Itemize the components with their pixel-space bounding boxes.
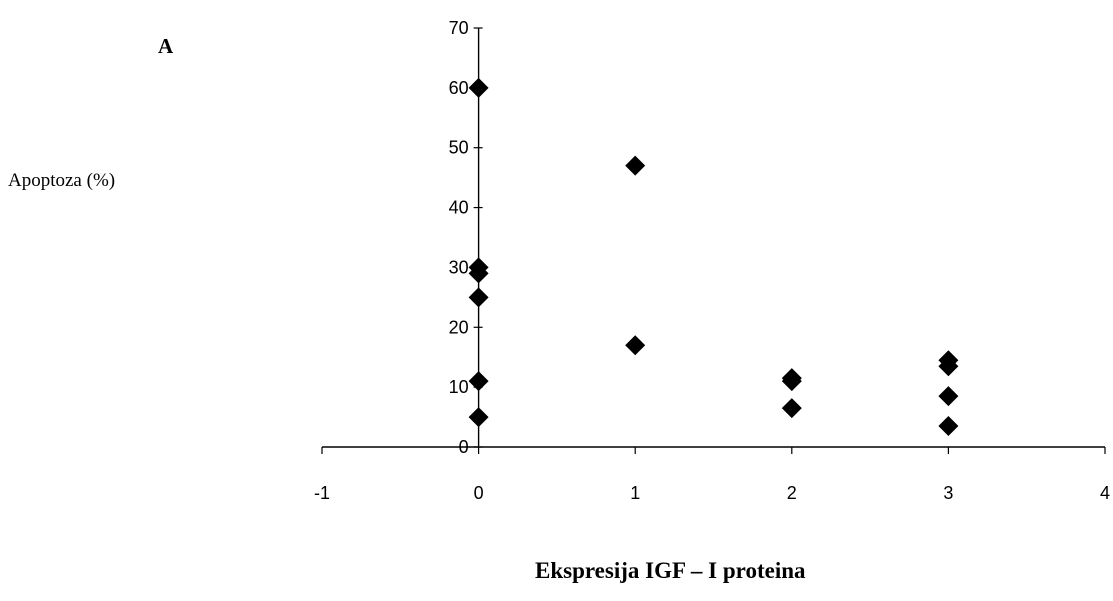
panel-label: A (158, 34, 174, 58)
data-point (468, 77, 489, 98)
data-point (938, 416, 959, 437)
data-point (938, 356, 959, 377)
data-point (468, 263, 489, 284)
y-tick-label: 40 (449, 198, 469, 218)
x-tick-label: 0 (474, 483, 484, 503)
axes (321, 27, 1106, 454)
x-tick-label: 1 (630, 483, 640, 503)
data-point (625, 155, 646, 176)
x-tick-label: 2 (787, 483, 797, 503)
y-tick-label: 50 (449, 138, 469, 158)
data-point (781, 371, 802, 392)
tick-labels: 0 10 20 30 40 50 60 70 -1 0 1 2 3 4 (314, 18, 1110, 503)
y-tick-label: 10 (449, 377, 469, 397)
y-axis-label: Apoptoza (%) (8, 170, 116, 191)
y-tick-label: 0 (459, 437, 469, 457)
y-tick-label: 30 (449, 257, 469, 277)
x-tick-label: -1 (314, 483, 330, 503)
y-tick-label: 20 (449, 317, 469, 337)
x-tick-label: 4 (1100, 483, 1110, 503)
data-point (781, 398, 802, 419)
data-point (938, 386, 959, 407)
data-point (625, 335, 646, 356)
data-points (468, 77, 959, 437)
data-point (468, 371, 489, 392)
data-point (468, 407, 489, 428)
y-tick-label: 70 (449, 18, 469, 38)
y-tick-label: 60 (449, 78, 469, 98)
x-axis-label: Ekspresija IGF – I proteina (535, 558, 806, 583)
x-tick-label: 3 (943, 483, 953, 503)
data-point (468, 287, 489, 308)
